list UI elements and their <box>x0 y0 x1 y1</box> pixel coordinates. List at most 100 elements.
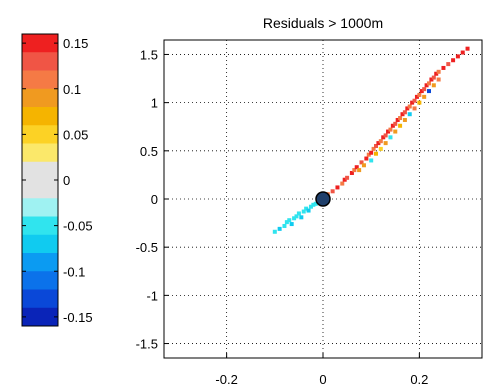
data-point <box>352 168 357 173</box>
data-point <box>395 117 400 122</box>
data-point <box>311 202 316 207</box>
scatter-plot: Residuals > 1000m -0.2 0 0.2 1.5 1 0.5 0 -0.5 -… <box>136 15 483 387</box>
y-tick-label: -1.5 <box>136 337 158 352</box>
data-point <box>330 189 335 194</box>
data-point <box>429 77 434 82</box>
colorbar-swatch <box>22 88 58 108</box>
data-point <box>381 135 386 140</box>
y-tick-label: 0 <box>151 192 158 207</box>
x-tick-label: 0 <box>319 372 326 387</box>
data-point <box>405 106 410 111</box>
data-point <box>422 94 427 99</box>
data-point <box>436 77 441 82</box>
data-point <box>400 112 405 117</box>
data-point <box>388 127 393 132</box>
data-point <box>369 150 374 155</box>
colorbar-swatch <box>22 289 58 309</box>
colorbar-swatches <box>22 34 58 327</box>
data-point <box>427 81 431 86</box>
colorbar-tick-label: 0.05 <box>63 127 88 142</box>
colorbar-tick-label: 0 <box>63 173 70 188</box>
data-point <box>335 185 340 190</box>
colorbar-swatch <box>22 307 58 327</box>
data-point <box>446 62 451 67</box>
data-point <box>460 50 465 55</box>
y-tick-label: -0.5 <box>136 240 158 255</box>
colorbar-swatch <box>22 107 58 126</box>
data-point <box>441 65 446 70</box>
y-tick-label: -1 <box>146 288 158 303</box>
colorbar-swatch <box>22 198 58 217</box>
data-point <box>354 165 359 170</box>
colorbar-swatch <box>22 234 58 254</box>
colorbar-swatch <box>22 34 58 53</box>
colorbar-tick-label: -0.05 <box>63 219 93 234</box>
data-point <box>378 139 383 144</box>
data-point <box>308 204 313 209</box>
data-point <box>465 46 470 51</box>
colorbar-swatch <box>22 253 58 272</box>
data-point <box>393 121 398 126</box>
colorbar-swatch <box>22 216 58 236</box>
data-point <box>376 141 381 146</box>
data-point <box>349 170 354 175</box>
y-axis-ticks: 1.5 1 0.5 0 -0.5 -1 -1.5 <box>136 47 169 352</box>
data-point <box>306 208 311 213</box>
data-point <box>342 177 347 182</box>
x-tick-label: -0.2 <box>215 372 237 387</box>
data-point <box>407 104 412 109</box>
colorbar-tick-label: 0.1 <box>63 82 81 97</box>
data-point <box>299 215 304 220</box>
data-point <box>361 163 366 168</box>
data-point <box>287 218 292 223</box>
data-point <box>364 156 369 161</box>
data-point <box>417 92 422 97</box>
data-point <box>419 89 424 94</box>
colorbar-tick-label: -0.1 <box>63 264 85 279</box>
y-tick-label: 1.5 <box>140 47 158 62</box>
data-point <box>383 141 388 146</box>
colorbar-swatch <box>22 125 58 144</box>
data-point <box>422 87 427 92</box>
x-tick-label: 0.2 <box>410 372 428 387</box>
data-point <box>369 158 374 163</box>
data-point <box>374 144 378 148</box>
data-point <box>434 71 439 76</box>
data-point <box>427 89 431 94</box>
colorbar-swatch <box>22 52 58 71</box>
data-point <box>402 110 407 115</box>
data-point <box>436 69 441 74</box>
colorbar-swatch <box>22 161 58 181</box>
origin-marker <box>315 191 331 207</box>
data-point <box>390 123 395 128</box>
colorbar: 0.15 0.1 0.05 0 -0.05 -0.1 -0.15 <box>21 33 93 327</box>
data-point <box>366 152 371 157</box>
data-point <box>357 168 362 173</box>
data-point <box>304 206 309 211</box>
data-point <box>398 116 403 121</box>
colorbar-swatch <box>22 180 58 199</box>
data-point <box>402 117 407 122</box>
y-tick-label: 1 <box>151 96 158 111</box>
data-point <box>410 100 415 105</box>
data-point <box>359 160 364 165</box>
colorbar-tick-label: 0.15 <box>63 36 88 51</box>
data-point <box>378 146 383 151</box>
data-point <box>272 229 277 234</box>
data-point <box>417 100 422 105</box>
data-point <box>455 54 460 59</box>
colorbar-swatch <box>22 143 58 163</box>
data-point <box>386 129 391 134</box>
data-point <box>398 123 403 128</box>
data-point <box>313 201 318 206</box>
data-point <box>345 175 350 180</box>
colorbar-swatch <box>22 271 58 290</box>
data-point <box>340 181 345 186</box>
origin-marker-group <box>315 191 331 207</box>
data-point <box>388 135 393 140</box>
data-point <box>431 83 436 88</box>
data-point <box>282 223 287 228</box>
y-tick-label: 0.5 <box>140 144 158 159</box>
colorbar-swatch <box>22 70 58 90</box>
